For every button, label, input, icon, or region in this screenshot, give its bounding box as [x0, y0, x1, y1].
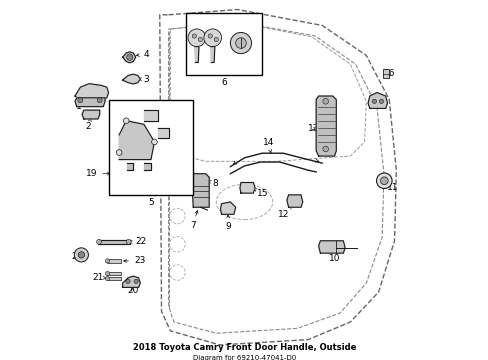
Text: 16: 16	[384, 68, 395, 77]
Circle shape	[78, 252, 84, 258]
Bar	[114, 174, 128, 177]
Circle shape	[151, 139, 157, 145]
Circle shape	[134, 279, 138, 284]
Text: 4: 4	[136, 50, 149, 59]
Polygon shape	[75, 84, 108, 101]
Circle shape	[112, 168, 117, 172]
Circle shape	[112, 174, 117, 177]
Circle shape	[74, 248, 88, 262]
Bar	[114, 168, 128, 172]
Circle shape	[126, 239, 131, 244]
Polygon shape	[210, 46, 214, 63]
Text: 12: 12	[278, 206, 291, 219]
Polygon shape	[144, 163, 150, 170]
Circle shape	[96, 239, 102, 244]
Circle shape	[105, 271, 109, 276]
Polygon shape	[316, 96, 336, 156]
Circle shape	[208, 34, 212, 38]
Circle shape	[105, 259, 109, 263]
Text: 24: 24	[71, 252, 82, 261]
Circle shape	[371, 99, 376, 103]
Bar	[382, 69, 388, 78]
Circle shape	[322, 146, 328, 152]
Polygon shape	[75, 98, 105, 107]
Polygon shape	[240, 183, 255, 193]
Circle shape	[380, 177, 387, 185]
Polygon shape	[143, 110, 158, 121]
Circle shape	[376, 173, 391, 189]
Circle shape	[123, 118, 129, 123]
Polygon shape	[194, 46, 199, 63]
Text: 19: 19	[86, 169, 110, 178]
Circle shape	[235, 38, 246, 48]
Polygon shape	[286, 195, 302, 207]
Circle shape	[187, 29, 205, 46]
Circle shape	[322, 99, 328, 104]
Text: Diagram for 69210-47041-D0: Diagram for 69210-47041-D0	[192, 355, 296, 360]
Text: 14: 14	[262, 138, 274, 153]
Circle shape	[126, 54, 133, 60]
Text: 2018 Toyota Camry Front Door Handle, Outside: 2018 Toyota Camry Front Door Handle, Out…	[133, 343, 355, 352]
Circle shape	[116, 150, 122, 155]
Bar	[106, 277, 121, 280]
Text: 23: 23	[123, 256, 145, 265]
Polygon shape	[119, 121, 154, 159]
Circle shape	[192, 34, 196, 38]
Polygon shape	[220, 202, 235, 214]
Circle shape	[203, 29, 221, 46]
Circle shape	[134, 154, 139, 158]
Circle shape	[97, 98, 102, 103]
Polygon shape	[98, 240, 129, 244]
Polygon shape	[318, 241, 345, 253]
Text: 10: 10	[328, 254, 340, 263]
Polygon shape	[129, 154, 143, 161]
Text: 22: 22	[129, 237, 147, 246]
Text: 8: 8	[208, 179, 218, 188]
Bar	[106, 259, 121, 263]
Bar	[108, 100, 193, 195]
Circle shape	[214, 37, 218, 42]
Text: 20: 20	[126, 287, 138, 296]
Polygon shape	[122, 52, 136, 63]
Text: 9: 9	[225, 215, 231, 231]
Polygon shape	[122, 74, 140, 84]
Text: 7: 7	[189, 211, 198, 230]
Text: 1: 1	[76, 102, 81, 111]
Circle shape	[230, 32, 251, 54]
Text: 5: 5	[148, 198, 154, 207]
Circle shape	[78, 98, 82, 103]
Polygon shape	[126, 163, 133, 170]
Polygon shape	[191, 174, 209, 207]
Bar	[106, 272, 121, 275]
Circle shape	[198, 37, 202, 42]
Text: 18: 18	[124, 161, 135, 170]
Text: 15: 15	[253, 189, 268, 198]
Text: 3: 3	[138, 75, 149, 84]
Text: 13: 13	[307, 124, 319, 133]
Text: 6: 6	[221, 78, 226, 87]
Bar	[186, 13, 262, 75]
Polygon shape	[367, 93, 386, 108]
Polygon shape	[82, 110, 100, 119]
Text: 17: 17	[368, 99, 380, 108]
Circle shape	[379, 99, 383, 103]
Text: 11: 11	[386, 183, 398, 192]
Text: 21: 21	[92, 273, 106, 282]
Polygon shape	[122, 276, 140, 287]
Circle shape	[125, 279, 130, 284]
Circle shape	[105, 276, 109, 281]
Text: 2: 2	[85, 118, 91, 131]
Polygon shape	[158, 128, 168, 138]
